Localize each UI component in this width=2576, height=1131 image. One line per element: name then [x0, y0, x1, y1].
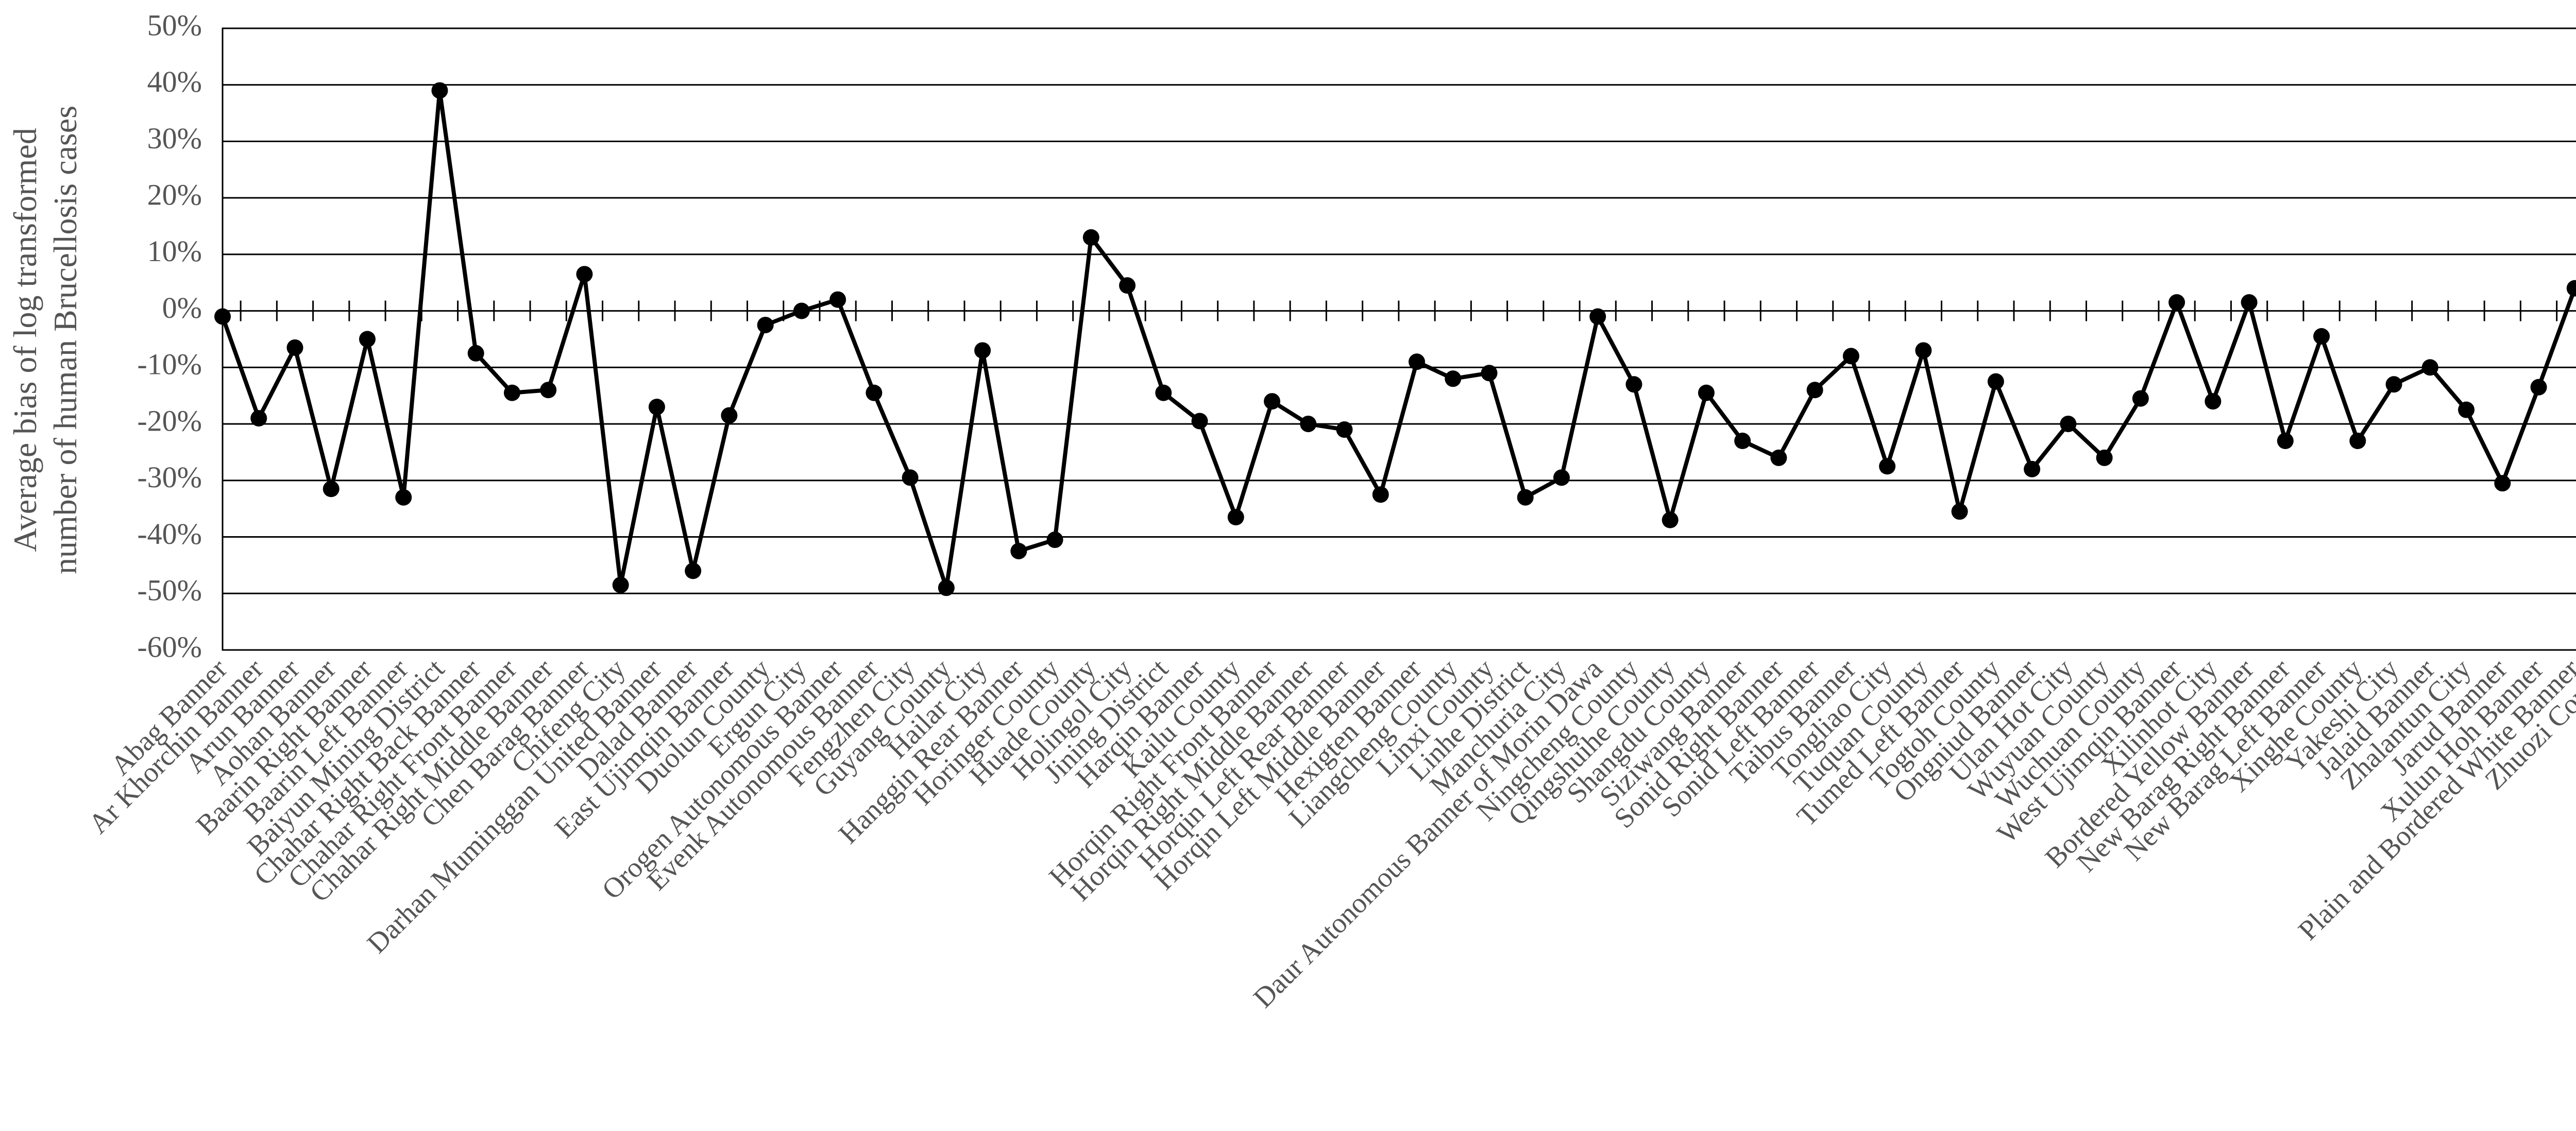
data-point — [2205, 393, 2222, 410]
data-point — [1010, 542, 1027, 559]
data-point — [503, 384, 520, 401]
data-point — [1082, 229, 1099, 246]
data-point — [2313, 328, 2330, 345]
y-tick-label: -30% — [137, 460, 202, 494]
y-tick-label: -50% — [137, 574, 202, 607]
data-line — [221, 88, 2576, 590]
data-point — [1227, 509, 1244, 526]
data-point — [721, 407, 738, 424]
data-point — [2024, 460, 2041, 477]
data-point — [1879, 458, 1896, 475]
y-tick-label: 30% — [147, 122, 202, 155]
data-point — [1842, 348, 1859, 365]
data-point — [648, 399, 665, 416]
data-point — [1445, 370, 1462, 387]
data-point — [250, 410, 267, 427]
y-tick-label: 0% — [162, 291, 202, 324]
y-tick-label: 20% — [147, 178, 202, 211]
data-point — [2421, 359, 2438, 376]
data-point — [1155, 384, 1172, 401]
y-tick-label: 40% — [147, 65, 202, 98]
data-point — [902, 469, 919, 486]
data-point — [359, 331, 376, 348]
data-point — [286, 339, 303, 356]
data-point — [612, 576, 629, 593]
data-point — [395, 489, 412, 506]
y-tick-label: 50% — [147, 8, 202, 42]
data-point — [2277, 433, 2294, 450]
data-point — [1119, 277, 1136, 294]
data-point — [1046, 532, 1063, 549]
data-point — [1372, 486, 1389, 503]
data-point — [1698, 384, 1715, 401]
y-tick-label: -40% — [137, 517, 202, 551]
data-point — [1625, 376, 1642, 393]
data-point — [1662, 511, 1679, 528]
y-tick-label: -20% — [137, 404, 202, 437]
data-point — [1409, 353, 1425, 370]
data-point — [2060, 416, 2077, 433]
plot-frame — [222, 27, 2576, 651]
data-point — [323, 481, 340, 498]
data-point — [793, 302, 810, 319]
data-point — [1336, 421, 1353, 438]
data-point — [2096, 449, 2113, 466]
data-point — [1987, 373, 2004, 390]
data-point — [2385, 376, 2402, 393]
data-point — [2458, 401, 2475, 418]
data-point — [2494, 475, 2511, 492]
data-point — [757, 317, 774, 334]
data-point — [576, 266, 593, 283]
data-point — [1264, 393, 1281, 410]
data-point — [1481, 365, 1498, 382]
y-tick-label: 10% — [147, 234, 202, 268]
data-point — [2132, 390, 2149, 407]
data-point — [2241, 294, 2258, 311]
y-tick-label: -60% — [137, 630, 202, 663]
data-point — [214, 308, 231, 325]
data-point — [1191, 413, 1208, 430]
data-point — [540, 382, 557, 399]
y-axis-title: Average bias of log transformed — [7, 128, 43, 552]
data-point — [1951, 503, 1968, 520]
data-point — [431, 82, 448, 99]
data-point — [1806, 382, 1823, 399]
data-point — [1553, 469, 1570, 486]
y-axis-title: number of human Brucellosis cases — [47, 106, 83, 574]
data-point — [1300, 416, 1317, 433]
data-point — [938, 579, 955, 596]
data-point — [685, 562, 702, 579]
data-point — [2566, 280, 2576, 297]
data-point — [1770, 449, 1787, 466]
data-point — [2530, 379, 2547, 396]
data-point — [467, 345, 484, 362]
data-point — [829, 291, 846, 308]
data-point — [866, 384, 883, 401]
data-point — [1589, 308, 1606, 325]
data-point — [2349, 433, 2366, 450]
y-tick-label: -10% — [137, 348, 202, 381]
data-point — [1517, 489, 1534, 506]
data-point — [1734, 433, 1751, 450]
data-point — [974, 342, 991, 359]
data-point — [1915, 342, 1932, 359]
data-point — [2168, 294, 2185, 311]
